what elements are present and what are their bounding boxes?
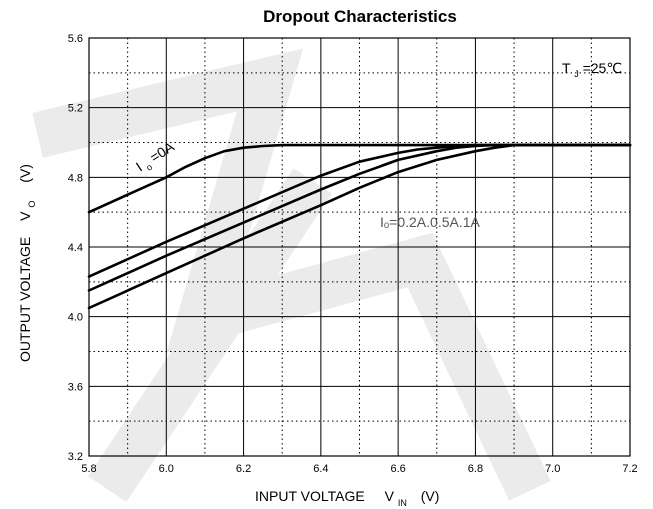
grid bbox=[89, 38, 630, 456]
y-tick-label: 4.4 bbox=[68, 242, 83, 254]
x-axis-label-unit: (V) bbox=[421, 488, 440, 504]
x-tick-label: 7.2 bbox=[622, 463, 637, 475]
x-axis-label-symbol: V bbox=[385, 488, 395, 504]
y-tick-label: 3.2 bbox=[68, 451, 83, 463]
x-tick-label: 7.0 bbox=[545, 463, 560, 475]
x-tick-labels: 5.8 6.0 6.2 6.4 6.6 6.8 7.0 7.2 bbox=[81, 463, 637, 475]
x-tick-label: 6.4 bbox=[313, 463, 328, 475]
x-axis-label-subscript: IN bbox=[398, 498, 407, 508]
annotation-tj-main: T bbox=[562, 60, 571, 76]
y-axis-label-main: OUTPUT VOLTAGE bbox=[17, 237, 33, 362]
annotation-io0-sub: o bbox=[144, 162, 154, 173]
y-axis-label-subscript: O bbox=[27, 201, 37, 208]
y-tick-label: 5.6 bbox=[68, 33, 83, 45]
y-tick-label: 5.2 bbox=[68, 103, 83, 115]
x-axis-label: INPUT VOLTAGE V IN (V) bbox=[255, 488, 439, 509]
annotation-io0: I o =0A bbox=[133, 138, 180, 178]
annotation-io0-main: I bbox=[133, 159, 145, 175]
series-line-4 bbox=[87, 143, 632, 310]
y-tick-labels: 3.2 3.6 4.0 4.4 4.8 5.2 5.6 bbox=[68, 33, 83, 463]
series-line-2 bbox=[87, 143, 632, 278]
watermark bbox=[32, 48, 551, 502]
chart-title: Dropout Characteristics bbox=[263, 7, 457, 26]
x-tick-label: 6.8 bbox=[468, 463, 483, 475]
annotation-io0-rest: =0A bbox=[147, 138, 177, 166]
series-line-3 bbox=[87, 143, 632, 292]
series-group bbox=[87, 143, 632, 310]
plot-frame bbox=[88, 37, 631, 457]
annotation-tj-rest: =25℃ bbox=[583, 60, 622, 76]
x-tick-label: 6.6 bbox=[390, 463, 405, 475]
y-tick-label: 4.8 bbox=[68, 172, 83, 184]
y-tick-label: 4.0 bbox=[68, 312, 83, 324]
x-axis-label-main: INPUT VOLTAGE bbox=[255, 488, 365, 504]
annotation-tj-sub: J bbox=[574, 69, 579, 79]
y-axis-label: OUTPUT VOLTAGE V O (V) bbox=[17, 164, 38, 362]
x-tick-label: 5.8 bbox=[81, 463, 96, 475]
annotation-io-group: Iₒ=0.2A.0.5A.1A bbox=[380, 214, 481, 230]
series-line-1 bbox=[87, 143, 632, 214]
x-tick-label: 6.2 bbox=[236, 463, 251, 475]
y-axis-label-unit: (V) bbox=[17, 164, 33, 183]
x-tick-label: 6.0 bbox=[159, 463, 174, 475]
y-axis-label-symbol: V bbox=[17, 211, 33, 221]
y-tick-label: 3.6 bbox=[68, 381, 83, 393]
annotation-tj: T J =25℃ bbox=[562, 60, 622, 80]
